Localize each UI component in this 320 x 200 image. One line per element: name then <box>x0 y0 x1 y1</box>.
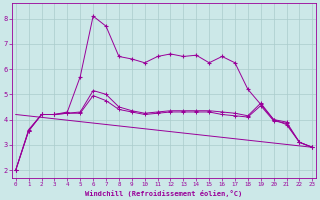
X-axis label: Windchill (Refroidissement éolien,°C): Windchill (Refroidissement éolien,°C) <box>85 190 243 197</box>
